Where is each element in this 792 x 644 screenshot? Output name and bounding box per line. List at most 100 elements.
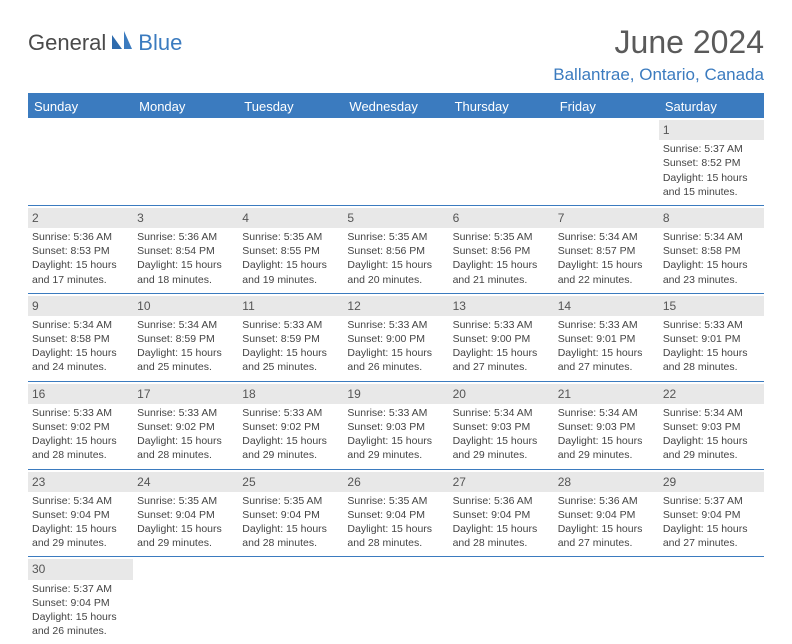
- day-number: 15: [659, 296, 764, 316]
- calendar-cell: 7Sunrise: 5:34 AMSunset: 8:57 PMDaylight…: [554, 206, 659, 293]
- weekday-header: Saturday: [659, 95, 764, 118]
- sunrise-text: Sunrise: 5:33 AM: [663, 318, 760, 332]
- daylight-text: Daylight: 15 hours and 28 minutes.: [32, 434, 129, 462]
- sunrise-text: Sunrise: 5:33 AM: [32, 406, 129, 420]
- calendar-cell: 29Sunrise: 5:37 AMSunset: 9:04 PMDayligh…: [659, 470, 764, 557]
- sunset-text: Sunset: 9:02 PM: [137, 420, 234, 434]
- daylight-text: Daylight: 15 hours and 18 minutes.: [137, 258, 234, 286]
- sunset-text: Sunset: 8:56 PM: [453, 244, 550, 258]
- daylight-text: Daylight: 15 hours and 15 minutes.: [663, 171, 760, 199]
- logo-text-blue: Blue: [138, 30, 182, 56]
- sunrise-text: Sunrise: 5:34 AM: [558, 230, 655, 244]
- day-number: 14: [554, 296, 659, 316]
- sunset-text: Sunset: 9:04 PM: [32, 596, 129, 610]
- calendar-cell: 24Sunrise: 5:35 AMSunset: 9:04 PMDayligh…: [133, 470, 238, 557]
- calendar-cell: 6 Sunrise: 5:35 AMSunset: 8:56 PMDaylight…: [449, 206, 554, 293]
- sunset-text: Sunset: 9:03 PM: [663, 420, 760, 434]
- daylight-text: Daylight: 15 hours and 27 minutes.: [453, 346, 550, 374]
- calendar-week: 2Sunrise: 5:36 AMSunset: 8:53 PMDaylight…: [28, 206, 764, 294]
- calendar-cell: 1Sunrise: 5:37 AMSunset: 8:52 PMDaylight…: [659, 118, 764, 205]
- calendar-cell: 2Sunrise: 5:36 AMSunset: 8:53 PMDaylight…: [28, 206, 133, 293]
- sunrise-text: Sunrise: 5:34 AM: [137, 318, 234, 332]
- weekday-header: Sunday: [28, 95, 133, 118]
- day-number: 3: [133, 208, 238, 228]
- sunset-text: Sunset: 9:04 PM: [137, 508, 234, 522]
- sunrise-text: Sunrise: 5:34 AM: [663, 230, 760, 244]
- day-number: 30: [28, 559, 133, 579]
- daylight-text: Daylight: 15 hours and 27 minutes.: [663, 522, 760, 550]
- daylight-text: Daylight: 15 hours and 27 minutes.: [558, 522, 655, 550]
- sunset-text: Sunset: 8:56 PM: [347, 244, 444, 258]
- daylight-text: Daylight: 15 hours and 21 minutes.: [453, 258, 550, 286]
- sunrise-text: Sunrise: 5:34 AM: [663, 406, 760, 420]
- daylight-text: Daylight: 15 hours and 27 minutes.: [558, 346, 655, 374]
- sunrise-text: Sunrise: 5:33 AM: [558, 318, 655, 332]
- daylight-text: Daylight: 15 hours and 28 minutes.: [137, 434, 234, 462]
- day-number: 22: [659, 384, 764, 404]
- day-number: 9: [28, 296, 133, 316]
- sunset-text: Sunset: 9:04 PM: [453, 508, 550, 522]
- weekday-header: Friday: [554, 95, 659, 118]
- calendar-cell: 25Sunrise: 5:35 AMSunset: 9:04 PMDayligh…: [238, 470, 343, 557]
- calendar-cell: 22Sunrise: 5:34 AMSunset: 9:03 PMDayligh…: [659, 382, 764, 469]
- day-number: 12: [343, 296, 448, 316]
- calendar-week: 9Sunrise: 5:34 AMSunset: 8:58 PMDaylight…: [28, 294, 764, 382]
- calendar-cell: 15Sunrise: 5:33 AMSunset: 9:01 PMDayligh…: [659, 294, 764, 381]
- sunrise-text: Sunrise: 5:37 AM: [663, 142, 760, 156]
- calendar-cell: 28Sunrise: 5:36 AMSunset: 9:04 PMDayligh…: [554, 470, 659, 557]
- daylight-text: Daylight: 15 hours and 23 minutes.: [663, 258, 760, 286]
- day-number: 6: [449, 208, 554, 228]
- calendar-cell: 23Sunrise: 5:34 AMSunset: 9:04 PMDayligh…: [28, 470, 133, 557]
- sunset-text: Sunset: 8:52 PM: [663, 156, 760, 170]
- calendar-week: 16Sunrise: 5:33 AMSunset: 9:02 PMDayligh…: [28, 382, 764, 470]
- sunrise-text: Sunrise: 5:36 AM: [453, 494, 550, 508]
- sunset-text: Sunset: 9:04 PM: [663, 508, 760, 522]
- daylight-text: Daylight: 15 hours and 22 minutes.: [558, 258, 655, 286]
- sunrise-text: Sunrise: 5:33 AM: [347, 406, 444, 420]
- header: General Blue June 2024 Ballantrae, Ontar…: [28, 24, 764, 85]
- daylight-text: Daylight: 15 hours and 29 minutes.: [242, 434, 339, 462]
- title-block: June 2024 Ballantrae, Ontario, Canada: [553, 24, 764, 85]
- sunset-text: Sunset: 9:00 PM: [347, 332, 444, 346]
- day-number: 13: [449, 296, 554, 316]
- sunrise-text: Sunrise: 5:35 AM: [453, 230, 550, 244]
- day-number: 7: [554, 208, 659, 228]
- calendar-cell-empty: [238, 557, 343, 644]
- calendar-cell: 18Sunrise: 5:33 AMSunset: 9:02 PMDayligh…: [238, 382, 343, 469]
- sunrise-text: Sunrise: 5:37 AM: [663, 494, 760, 508]
- calendar-cell: 9Sunrise: 5:34 AMSunset: 8:58 PMDaylight…: [28, 294, 133, 381]
- calendar-cell: 8Sunrise: 5:34 AMSunset: 8:58 PMDaylight…: [659, 206, 764, 293]
- day-number: 21: [554, 384, 659, 404]
- sunrise-text: Sunrise: 5:33 AM: [137, 406, 234, 420]
- calendar-cell: 14Sunrise: 5:33 AMSunset: 9:01 PMDayligh…: [554, 294, 659, 381]
- day-number: 10: [133, 296, 238, 316]
- calendar-cell: 17 Sunrise: 5:33 AMSunset: 9:02 PMDayligh…: [133, 382, 238, 469]
- calendar-week: 23Sunrise: 5:34 AMSunset: 9:04 PMDayligh…: [28, 470, 764, 558]
- day-number: 28: [554, 472, 659, 492]
- weekday-header: Thursday: [449, 95, 554, 118]
- sunrise-text: Sunrise: 5:33 AM: [242, 406, 339, 420]
- daylight-text: Daylight: 15 hours and 17 minutes.: [32, 258, 129, 286]
- weekday-header: Monday: [133, 95, 238, 118]
- day-number: 17: [133, 384, 238, 404]
- weekday-header-row: SundayMondayTuesdayWednesdayThursdayFrid…: [28, 95, 764, 118]
- sunset-text: Sunset: 9:00 PM: [453, 332, 550, 346]
- logo-sail-icon: [110, 31, 134, 56]
- sunset-text: Sunset: 9:04 PM: [558, 508, 655, 522]
- day-number: 19: [343, 384, 448, 404]
- calendar-cell-empty: [238, 118, 343, 205]
- daylight-text: Daylight: 15 hours and 26 minutes.: [347, 346, 444, 374]
- sunrise-text: Sunrise: 5:35 AM: [347, 494, 444, 508]
- calendar-cell: 10Sunrise: 5:34 AMSunset: 8:59 PMDayligh…: [133, 294, 238, 381]
- daylight-text: Daylight: 15 hours and 28 minutes.: [242, 522, 339, 550]
- calendar-cell: 13 Sunrise: 5:33 AMSunset: 9:00 PMDayligh…: [449, 294, 554, 381]
- sunset-text: Sunset: 9:02 PM: [32, 420, 129, 434]
- day-number: 23: [28, 472, 133, 492]
- calendar-cell: 21Sunrise: 5:34 AMSunset: 9:03 PMDayligh…: [554, 382, 659, 469]
- daylight-text: Daylight: 15 hours and 24 minutes.: [32, 346, 129, 374]
- daylight-text: Daylight: 15 hours and 28 minutes.: [347, 522, 444, 550]
- sunrise-text: Sunrise: 5:33 AM: [453, 318, 550, 332]
- sunrise-text: Sunrise: 5:35 AM: [347, 230, 444, 244]
- calendar-cell-empty: [449, 118, 554, 205]
- location-text: Ballantrae, Ontario, Canada: [553, 65, 764, 85]
